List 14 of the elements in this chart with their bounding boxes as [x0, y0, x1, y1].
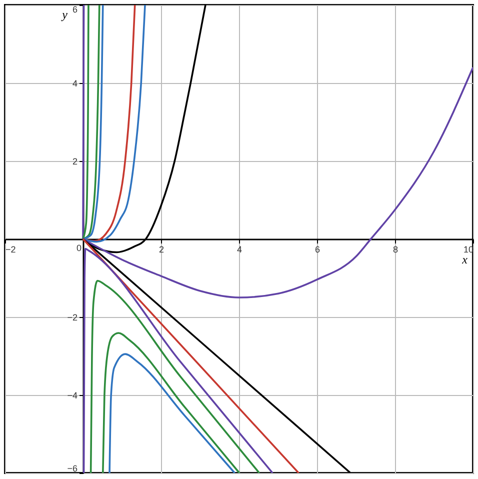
- y-tick-label: −6: [67, 464, 78, 474]
- x-tick-label: 8: [392, 244, 398, 254]
- y-tick-label: −4: [67, 390, 78, 400]
- y-tick-label: 4: [72, 78, 78, 88]
- x-axis-title: x: [461, 252, 468, 266]
- y-tick-label: −2: [67, 312, 78, 322]
- x-tick-label: 2: [158, 244, 164, 254]
- x-tick-label: 6: [314, 244, 320, 254]
- x-tick-label: 4: [236, 244, 242, 254]
- y-tick-label: 6: [72, 4, 78, 14]
- x-tick-label: 0: [76, 243, 82, 253]
- y-axis-title: y: [61, 8, 68, 22]
- y-tick-label: 2: [72, 156, 78, 166]
- x-tick-label: −2: [6, 244, 16, 254]
